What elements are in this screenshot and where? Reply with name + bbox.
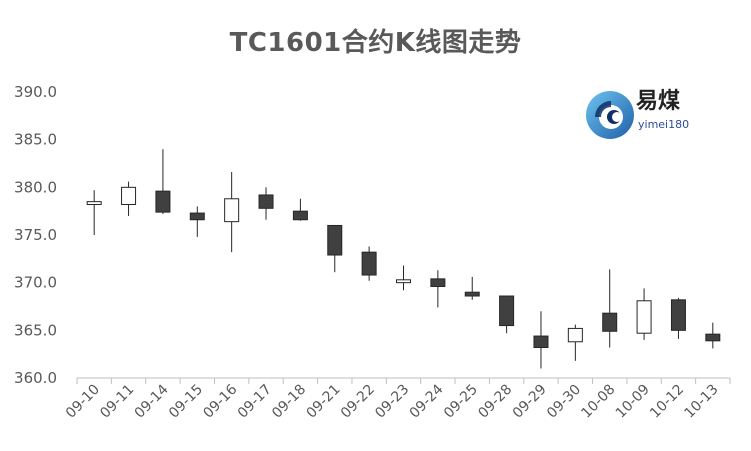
candle-body-down (189, 212, 205, 221)
candle-body-up (224, 198, 240, 223)
y-tick-label: 390.0 (14, 83, 57, 101)
candle (121, 181, 137, 216)
y-tick-label: 360.0 (14, 369, 57, 387)
candle (327, 224, 343, 273)
x-tick-label: 09-30 (544, 382, 584, 422)
x-tick-label: 09-21 (304, 382, 344, 422)
x-tick-label: 09-24 (407, 381, 447, 421)
candle-body-down (670, 299, 686, 331)
candle-body-up (567, 327, 583, 343)
x-tick-label: 10-09 (613, 382, 653, 422)
candle (86, 190, 102, 235)
candle (602, 269, 618, 348)
x-axis: 09-1009-1109-1409-1509-1609-1709-1809-21… (63, 377, 731, 422)
x-tick-label: 10-12 (647, 382, 687, 422)
candle-body-down (602, 312, 618, 332)
candle-body-up (86, 201, 102, 205)
candle (224, 172, 240, 253)
candle (705, 322, 721, 349)
x-tick-label: 09-16 (200, 381, 240, 421)
candle-body-down (258, 194, 274, 209)
candle-body-down (464, 291, 480, 297)
candle-body-down (430, 278, 446, 287)
x-tick-label: 10-08 (578, 382, 618, 422)
x-tick-label: 09-15 (166, 382, 206, 422)
candle (396, 265, 411, 291)
x-tick-label: 10-13 (682, 382, 722, 422)
x-tick-label: 09-28 (475, 382, 515, 422)
candle (499, 295, 515, 334)
candle (670, 297, 686, 339)
candle (430, 270, 446, 308)
yimei-logo-icon (586, 91, 634, 139)
x-tick-label: 09-23 (372, 382, 412, 422)
candle (533, 311, 549, 369)
y-tick-label: 365.0 (14, 321, 57, 339)
candles (86, 149, 721, 369)
y-axis: 360.0 365.0 370.0 375.0 380.0 385.0 390.0 (14, 83, 57, 387)
candle (361, 246, 377, 281)
y-tick-label: 380.0 (14, 178, 57, 196)
candle (189, 206, 205, 237)
candle (567, 324, 583, 361)
logo-domain-text: yimei180 (638, 118, 690, 131)
watermark-logo: 易煤 yimei180 (584, 84, 704, 146)
x-tick-label: 09-22 (338, 382, 378, 422)
chart-title: TC1601合约K线图走势 (229, 28, 522, 58)
candle (155, 149, 171, 215)
candle-body-down (533, 335, 549, 348)
y-tick-label: 370.0 (14, 274, 57, 292)
candle (464, 276, 480, 300)
candle (636, 288, 652, 340)
x-tick-label: 09-18 (269, 382, 309, 422)
candle-body-up (121, 186, 137, 205)
candle-body-up (396, 279, 411, 284)
candle-body-down (327, 224, 343, 256)
candle-body-down (499, 295, 515, 327)
candle-body-down (292, 210, 308, 221)
x-tick-label: 09-25 (441, 382, 481, 422)
x-tick-label: 09-29 (510, 382, 550, 422)
x-tick-label: 09-10 (63, 382, 103, 422)
logo-brand-text: 易煤 (636, 89, 681, 114)
x-tick-label: 09-14 (132, 381, 172, 421)
candle-body-down (361, 251, 377, 276)
candle-body-down (155, 190, 171, 213)
x-tick-label: 09-11 (97, 382, 137, 422)
candle (258, 187, 274, 220)
candle-body-down (705, 333, 721, 342)
candle-body-up (636, 300, 652, 334)
candle (292, 198, 308, 221)
y-tick-label: 375.0 (14, 226, 57, 244)
x-tick-label: 09-17 (235, 382, 275, 422)
y-tick-label: 385.0 (14, 131, 57, 149)
